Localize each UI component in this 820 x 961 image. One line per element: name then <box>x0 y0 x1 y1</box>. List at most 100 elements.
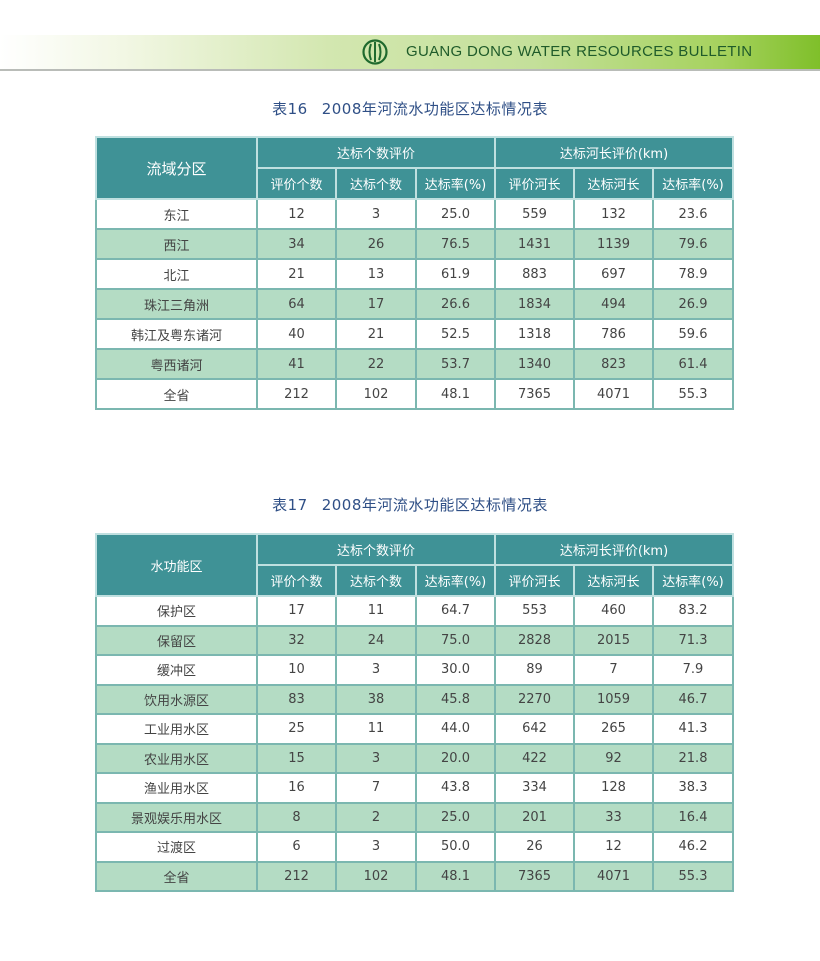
table-cell: 1834 <box>494 288 575 320</box>
table-cell: 26.6 <box>415 288 496 320</box>
table-cell: 71.3 <box>652 624 734 656</box>
table-row: 工业用水区 25 11 44.0 642 265 41.3 <box>95 713 734 745</box>
column-header: 达标河长 <box>573 167 654 200</box>
table-body: 东江 12 3 25.0 559 132 23.6 西江 34 26 76.5 1431 1139 79.… <box>95 198 734 410</box>
row-label-cell: 保留区 <box>95 624 258 656</box>
table-cell: 3 <box>335 831 417 863</box>
row-label-cell: 景观娱乐用水区 <box>95 801 258 833</box>
column-header: 达标率(%) <box>415 564 496 597</box>
table-cell: 3 <box>335 742 417 774</box>
row-label-cell: 全省 <box>95 378 258 410</box>
table16-title: 2008年河流水功能区达标情况表 <box>321 100 548 118</box>
row-label-cell: 全省 <box>95 860 258 892</box>
table-cell: 20.0 <box>415 742 496 774</box>
table-row: 保护区 17 11 64.7 553 460 83.2 <box>95 595 734 627</box>
row-label-cell: 缓冲区 <box>95 654 258 686</box>
table-cell: 26 <box>494 831 575 863</box>
table-cell: 76.5 <box>415 228 496 260</box>
table-cell: 102 <box>335 860 417 892</box>
table-cell: 422 <box>494 742 575 774</box>
row-label-cell: 东江 <box>95 198 258 230</box>
table-cell: 823 <box>573 348 654 380</box>
table-row: 渔业用水区 16 7 43.8 334 128 38.3 <box>95 772 734 804</box>
table-cell: 11 <box>335 713 417 745</box>
table-cell: 25.0 <box>415 801 496 833</box>
table-cell: 2015 <box>573 624 654 656</box>
table-cell: 83.2 <box>652 595 734 627</box>
table-cell: 21 <box>335 318 417 350</box>
table-cell: 26 <box>335 228 417 260</box>
row-label-cell: 渔业用水区 <box>95 772 258 804</box>
table-cell: 79.6 <box>652 228 734 260</box>
row-label-cell: 西江 <box>95 228 258 260</box>
table-cell: 53.7 <box>415 348 496 380</box>
table-cell: 4071 <box>573 378 654 410</box>
table-cell: 3 <box>335 654 417 686</box>
table-row: 北江 21 13 61.9 883 697 78.9 <box>95 258 734 290</box>
table-cell: 128 <box>573 772 654 804</box>
table-cell: 40 <box>256 318 337 350</box>
subheader-row: 评价个数 达标个数 达标率(%) 评价河长 达标河长 达标率(%) <box>96 167 734 200</box>
table-cell: 41 <box>256 348 337 380</box>
table-cell: 102 <box>335 378 417 410</box>
table-cell: 1139 <box>573 228 654 260</box>
row-label-cell: 过渡区 <box>95 831 258 863</box>
table-row: 韩江及粤东诸河 40 21 52.5 1318 786 59.6 <box>95 318 734 350</box>
row-label-cell: 韩江及粤东诸河 <box>95 318 258 350</box>
table-cell: 2828 <box>494 624 575 656</box>
table-body: 保护区 17 11 64.7 553 460 83.2 保留区 32 24 75.0 2828 2015… <box>95 595 734 892</box>
table-cell: 1340 <box>494 348 575 380</box>
table-row: 东江 12 3 25.0 559 132 23.6 <box>95 198 734 230</box>
table-cell: 12 <box>256 198 337 230</box>
table-cell: 75.0 <box>415 624 496 656</box>
table-cell: 642 <box>494 713 575 745</box>
table-cell: 883 <box>494 258 575 290</box>
table-cell: 559 <box>494 198 575 230</box>
table-cell: 21.8 <box>652 742 734 774</box>
first-col-header: 水功能区 <box>95 533 258 597</box>
table16-caption: 表16 2008年河流水功能区达标情况表 <box>0 98 820 119</box>
table-cell: 212 <box>256 378 337 410</box>
table-cell: 697 <box>573 258 654 290</box>
table-cell: 32 <box>256 624 337 656</box>
table-cell: 6 <box>256 831 337 863</box>
column-header: 达标率(%) <box>652 167 734 200</box>
column-header: 达标个数 <box>335 167 417 200</box>
table-cell: 25 <box>256 713 337 745</box>
row-label-cell: 粤西诸河 <box>95 348 258 380</box>
table-cell: 7365 <box>494 378 575 410</box>
table-cell: 26.9 <box>652 288 734 320</box>
row-label-cell: 北江 <box>95 258 258 290</box>
water-bureau-logo-icon <box>362 39 388 65</box>
column-header: 评价个数 <box>256 167 337 200</box>
row-label-cell: 饮用水源区 <box>95 683 258 715</box>
table-cell: 132 <box>573 198 654 230</box>
table-cell: 201 <box>494 801 575 833</box>
table17-title: 2008年河流水功能区达标情况表 <box>321 496 548 514</box>
table-cell: 38.3 <box>652 772 734 804</box>
table-cell: 265 <box>573 713 654 745</box>
table-cell: 55.3 <box>652 378 734 410</box>
row-label-cell: 农业用水区 <box>95 742 258 774</box>
column-header: 评价个数 <box>256 564 337 597</box>
table-cell: 4071 <box>573 860 654 892</box>
table-cell: 786 <box>573 318 654 350</box>
table-cell: 78.9 <box>652 258 734 290</box>
table-cell: 30.0 <box>415 654 496 686</box>
table17-number: 表17 <box>272 496 308 514</box>
table-cell: 15 <box>256 742 337 774</box>
table-cell: 55.3 <box>652 860 734 892</box>
table-row: 缓冲区 10 3 30.0 89 7 7.9 <box>95 654 734 686</box>
group-header-length: 达标河长评价(km) <box>494 533 734 566</box>
column-header: 达标率(%) <box>415 167 496 200</box>
table-row: 全省 212 102 48.1 7365 4071 55.3 <box>95 860 734 892</box>
table-cell: 89 <box>494 654 575 686</box>
table-cell: 45.8 <box>415 683 496 715</box>
table-cell: 64 <box>256 288 337 320</box>
table-cell: 7 <box>573 654 654 686</box>
row-label-cell: 珠江三角洲 <box>95 288 258 320</box>
table-row: 农业用水区 15 3 20.0 422 92 21.8 <box>95 742 734 774</box>
table-cell: 24 <box>335 624 417 656</box>
table-cell: 16 <box>256 772 337 804</box>
table-row: 西江 34 26 76.5 1431 1139 79.6 <box>95 228 734 260</box>
